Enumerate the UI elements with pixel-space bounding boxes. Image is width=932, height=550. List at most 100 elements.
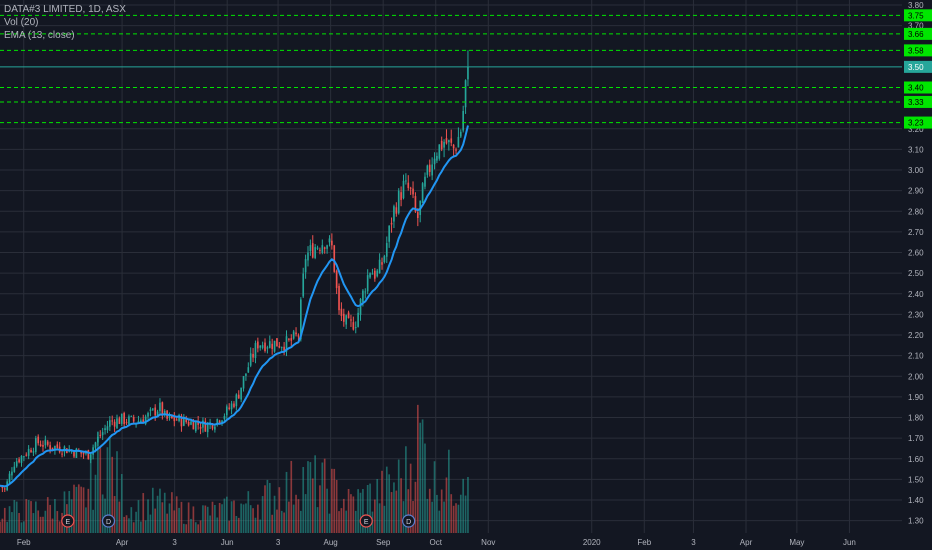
legend-ema[interactable]: EMA (13, close) xyxy=(4,30,75,41)
candle-body xyxy=(290,338,293,341)
volume-bar xyxy=(311,478,314,533)
volume-bar xyxy=(13,500,16,533)
volume-bar xyxy=(390,492,393,533)
candle-body xyxy=(307,252,309,261)
level-label-bg xyxy=(904,81,932,94)
candle-body xyxy=(268,341,271,348)
time-axis[interactable]: Feb Apr 3 Jun 3 Aug Sep Oct Nov 2020 Feb 3 Apr May Jun xyxy=(0,533,932,550)
volume-bar xyxy=(462,478,465,533)
candle-body xyxy=(147,412,149,417)
volume-bar xyxy=(120,474,123,533)
volume-bar xyxy=(385,466,388,533)
candle-body xyxy=(171,415,173,419)
legend-symbol[interactable]: DATA#3 LIMITED, 1D, ASX xyxy=(4,4,126,15)
volume-bar xyxy=(202,505,204,533)
candle-body xyxy=(245,373,247,376)
volume-bar xyxy=(288,501,290,533)
volume-bar xyxy=(280,510,283,533)
legend-volume[interactable]: Vol (20) xyxy=(4,17,39,28)
candle-body xyxy=(187,421,190,426)
price-tick-label: 3.10 xyxy=(908,145,924,154)
volume-bar xyxy=(268,482,271,533)
price-axis[interactable]: 1.30 1.40 1.50 1.60 1.70 1.80 1.90 2.00 2.10 2.20… xyxy=(902,0,932,550)
candle-body xyxy=(154,407,157,416)
candle-body xyxy=(73,451,75,457)
volume-bar xyxy=(254,517,257,533)
volume-bar xyxy=(354,510,357,533)
candle-body xyxy=(257,341,259,349)
volume-bar xyxy=(49,504,51,533)
volume-bar xyxy=(156,495,159,533)
volume-bar xyxy=(240,503,242,533)
candle-body xyxy=(340,308,343,316)
volume-bar xyxy=(1,518,4,533)
price-tick-label: 1.40 xyxy=(908,496,924,505)
candle-body xyxy=(221,420,223,424)
event-marker[interactable] xyxy=(101,514,116,528)
event-marker[interactable] xyxy=(402,514,416,528)
volume-bar xyxy=(228,520,231,533)
level-label: 3.40 xyxy=(908,84,924,93)
candle-body xyxy=(371,273,374,275)
candle-body xyxy=(113,421,116,427)
candle-body xyxy=(395,207,398,214)
volume-bar xyxy=(252,508,254,533)
candle-body xyxy=(202,420,204,428)
candle-body xyxy=(211,423,214,429)
candle-body xyxy=(462,110,465,131)
candle-body xyxy=(345,315,348,325)
level-label: 3.75 xyxy=(908,11,924,20)
volume-bar xyxy=(405,446,407,533)
volume-bar xyxy=(113,496,116,533)
volume-bar xyxy=(154,508,157,533)
event-marker[interactable] xyxy=(359,514,373,528)
event-marker-label: E xyxy=(364,519,369,526)
candle-body xyxy=(194,421,197,432)
volume-bar xyxy=(130,507,133,533)
volume-bar xyxy=(75,486,78,533)
volume-bar xyxy=(464,495,467,533)
candle-body xyxy=(316,247,319,249)
volume-bar xyxy=(94,474,97,533)
price-tick-label: 2.30 xyxy=(908,310,924,319)
candle-body xyxy=(190,421,192,425)
last-price-label: 3.50 xyxy=(908,63,924,72)
candle-body xyxy=(364,291,367,293)
candle-body xyxy=(159,402,161,412)
candle-body xyxy=(464,80,467,108)
volume-bar xyxy=(316,507,319,533)
candle-body xyxy=(304,259,307,273)
volume-bar xyxy=(221,504,223,533)
price-tick-label: 1.80 xyxy=(908,414,924,423)
candle-body xyxy=(428,164,431,172)
price-tick-label: 3.20 xyxy=(908,125,924,134)
level-label: 3.33 xyxy=(908,98,924,107)
candle-body xyxy=(144,416,147,424)
price-tick-label: 1.70 xyxy=(908,434,924,443)
volume-bar xyxy=(233,500,235,533)
volume-bar xyxy=(20,522,23,533)
volume-bar xyxy=(333,468,336,533)
volume-bar xyxy=(304,494,307,533)
volume-bar xyxy=(209,515,211,533)
candle-body xyxy=(61,453,63,455)
volume-bar xyxy=(261,496,264,533)
candle-body xyxy=(295,332,297,335)
candle-body xyxy=(168,415,171,418)
volume-bar xyxy=(183,523,185,533)
volume-bar xyxy=(259,519,262,533)
volume-bar xyxy=(273,495,276,533)
candle-body xyxy=(197,421,199,425)
level-label: 3.23 xyxy=(908,119,924,128)
candle-body xyxy=(175,419,178,421)
candle-body xyxy=(15,461,18,467)
event-marker[interactable] xyxy=(61,514,75,528)
volume-bar xyxy=(366,484,369,533)
volume-bar xyxy=(419,422,422,533)
volume-bar xyxy=(299,510,302,533)
volume-bar xyxy=(185,524,188,533)
volume-bar xyxy=(388,474,390,533)
candle-body xyxy=(39,444,42,447)
